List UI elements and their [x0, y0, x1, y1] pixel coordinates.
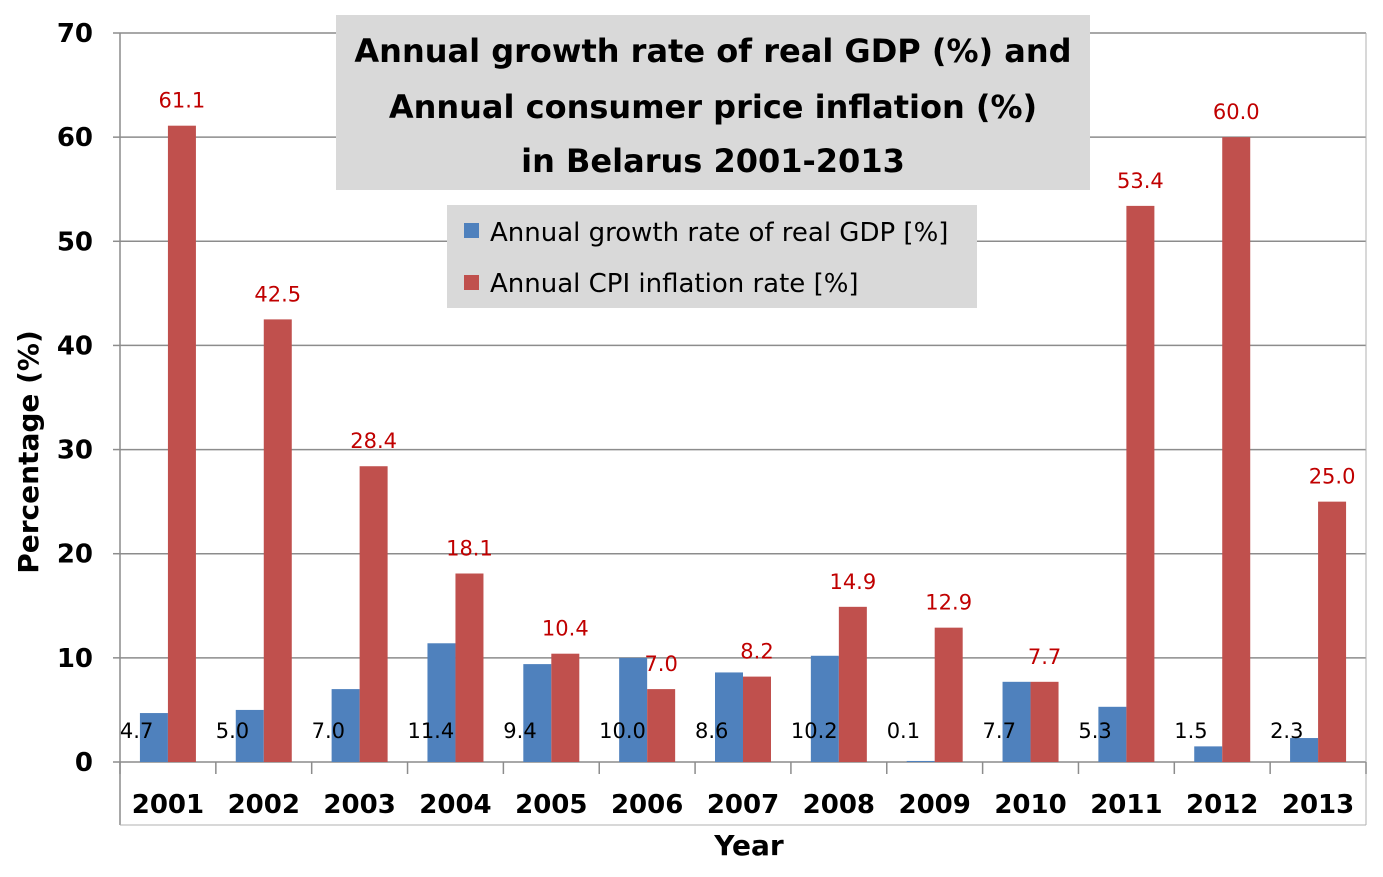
y-tick-label: 60	[57, 123, 93, 153]
cpi-data-label: 8.2	[740, 640, 773, 664]
cpi-data-label: 14.9	[829, 570, 876, 594]
gdp-data-label: 7.7	[983, 719, 1016, 743]
cpi-bar	[263, 319, 292, 762]
gdp-data-label: 9.4	[503, 719, 536, 743]
bars	[139, 125, 1347, 763]
gdp-bar	[1098, 706, 1127, 762]
cpi-data-label: 53.4	[1117, 169, 1164, 193]
y-tick-label: 70	[57, 19, 93, 49]
cpi-data-label: 7.0	[644, 652, 677, 676]
x-axis-title: Year	[713, 829, 784, 862]
cpi-bar	[1318, 501, 1347, 762]
gdp-bar	[906, 760, 935, 762]
x-category-label: 2013	[1282, 790, 1354, 820]
title-line: in Belarus 2001-2013	[521, 142, 905, 180]
cpi-bar	[1126, 205, 1155, 762]
y-axis-title: Percentage (%)	[12, 330, 45, 574]
gdp-bar	[1290, 738, 1319, 762]
cpi-bar	[838, 606, 867, 762]
gdp-bar	[139, 713, 168, 762]
cpi-data-label: 61.1	[159, 89, 206, 113]
cpi-bar	[551, 653, 580, 762]
title-box	[336, 15, 1090, 190]
title-line: Annual consumer price inflation (%)	[389, 88, 1037, 126]
axis-titles: Year Percentage (%)	[12, 330, 784, 862]
cpi-data-label: 42.5	[254, 282, 301, 306]
x-category-label: 2012	[1186, 790, 1258, 820]
gdp-bar	[235, 709, 264, 762]
cpi-data-label: 25.0	[1309, 465, 1356, 489]
gdp-data-label: 0.1	[887, 719, 920, 743]
cpi-bar	[934, 627, 963, 762]
gdp-data-label: 11.4	[407, 719, 454, 743]
cpi-bar	[1030, 681, 1059, 762]
chart-title: Annual growth rate of real GDP (%) and An…	[336, 15, 1090, 190]
y-tick-label: 40	[57, 331, 93, 361]
x-category-label: 2004	[419, 790, 491, 820]
y-tick-label: 20	[57, 540, 93, 570]
gdp-bar	[715, 672, 743, 762]
y-tick-label: 0	[75, 748, 93, 778]
gdp-data-label: 5.3	[1078, 719, 1111, 743]
gdp-data-label: 10.0	[599, 719, 646, 743]
gdp-bar	[427, 643, 456, 762]
x-category-label: 2010	[994, 790, 1066, 820]
y-tick-label: 10	[57, 644, 93, 674]
x-category-label: 2003	[323, 790, 395, 820]
x-category-label: 2002	[228, 790, 300, 820]
cpi-data-label: 18.1	[446, 537, 493, 561]
y-tick-label: 30	[57, 436, 93, 466]
gdp-bar	[1194, 746, 1223, 762]
legend-label-cpi: Annual CPI inflation rate [%]	[490, 269, 859, 299]
cpi-data-label: 7.7	[1028, 645, 1061, 669]
cpi-bar	[359, 466, 388, 762]
gdp-bar	[331, 689, 360, 762]
y-tick-label: 50	[57, 227, 93, 257]
gdp-bar	[619, 657, 648, 762]
gdp-data-label: 1.5	[1174, 719, 1207, 743]
cpi-data-label: 10.4	[542, 617, 589, 641]
cpi-bar	[1222, 137, 1251, 763]
cpi-data-label: 28.4	[350, 429, 397, 453]
gdp-bar	[1002, 681, 1031, 762]
legend-swatch-gdp	[464, 223, 479, 238]
x-category-label: 2001	[132, 790, 204, 820]
x-category-label: 2009	[899, 790, 971, 820]
gdp-data-label: 5.0	[216, 719, 249, 743]
x-category-label: 2006	[611, 790, 683, 820]
cpi-bar	[647, 689, 676, 762]
data-labels: 4.7 61.1 5.0 42.5 7.0 28.4 11.4 18.1 9.4 10.4 10.0…	[120, 89, 1356, 743]
cpi-data-label: 60.0	[1213, 100, 1260, 124]
gdp-data-label: 8.6	[695, 719, 728, 743]
legend-box	[447, 205, 977, 308]
cpi-data-label: 12.9	[925, 591, 972, 615]
x-category-label: 2008	[803, 790, 875, 820]
gdp-data-label: 2.3	[1270, 719, 1303, 743]
gdp-bar	[523, 664, 552, 762]
gdp-data-label: 4.7	[120, 719, 153, 743]
gdp-data-label: 7.0	[312, 719, 345, 743]
x-category-label: 2011	[1090, 790, 1162, 820]
gdp-data-label: 10.2	[791, 719, 838, 743]
legend-swatch-cpi	[464, 275, 479, 290]
cpi-bar	[455, 573, 484, 762]
x-category-label: 2007	[707, 790, 779, 820]
title-line: Annual growth rate of real GDP (%) and	[354, 32, 1071, 70]
legend-label-gdp: Annual growth rate of real GDP [%]	[490, 218, 948, 248]
legend: Annual growth rate of real GDP [%] Annual…	[447, 205, 977, 308]
gdp-bar	[810, 655, 839, 762]
cpi-bar	[743, 676, 771, 762]
cpi-bar	[167, 125, 196, 763]
axes: 0 10 20 30 40 50 60 70 2001 2002 2003 2004 2005 2006 2…	[57, 19, 1367, 826]
x-category-label: 2005	[515, 790, 587, 820]
